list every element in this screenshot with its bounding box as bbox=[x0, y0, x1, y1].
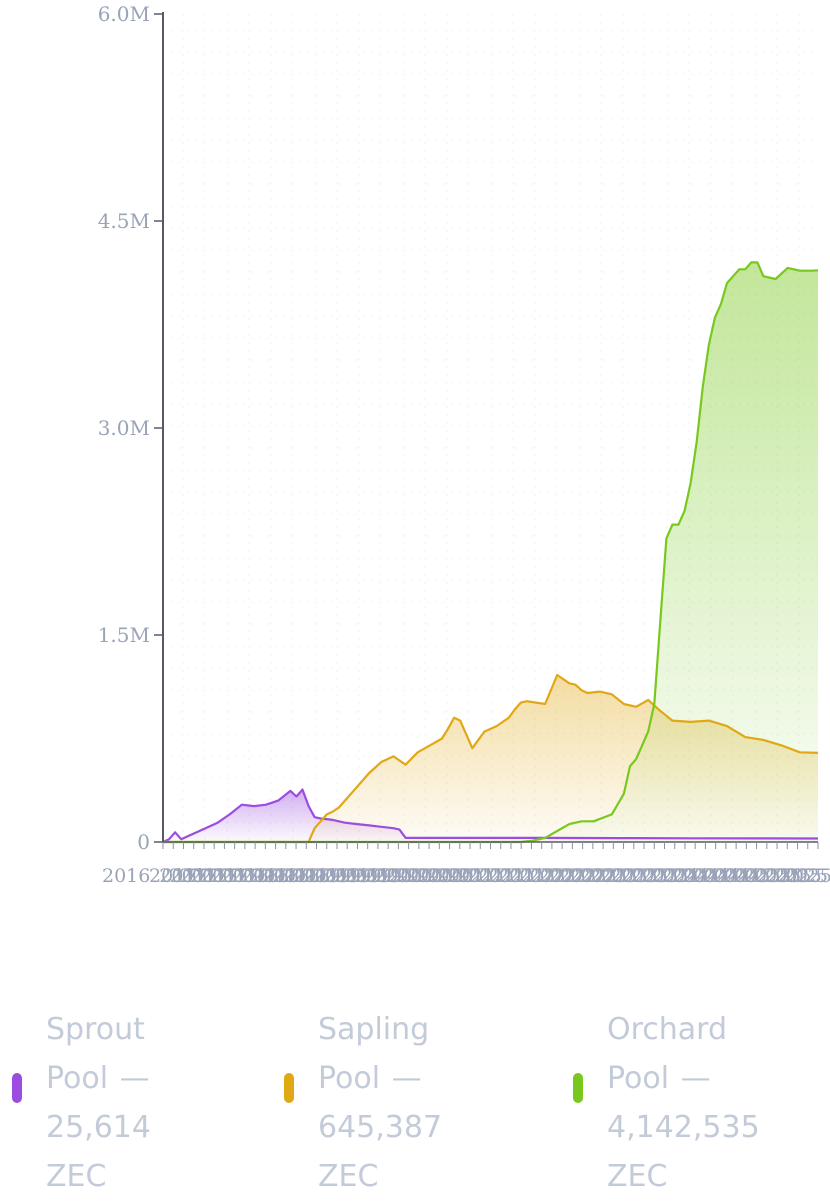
y-tick-label: 4.5M bbox=[98, 209, 150, 233]
x-tick-label: 2023 bbox=[630, 865, 678, 887]
y-tick-label: 0 bbox=[137, 830, 150, 854]
x-tick-label: 2018 bbox=[241, 865, 289, 887]
x-tick-label: 2020 bbox=[395, 865, 443, 887]
x-tick-label: 2017 bbox=[180, 865, 228, 887]
x-tick-label: 2018 bbox=[272, 865, 320, 887]
x-tick-label: 2025 bbox=[784, 865, 830, 887]
x-ticks: 2016201720172017201720172017201720182018… bbox=[102, 842, 830, 887]
x-tick-label: 2022 bbox=[569, 865, 617, 887]
x-tick-label: 2019 bbox=[292, 865, 340, 887]
x-tick-label: 2017 bbox=[200, 865, 248, 887]
legend-label-sprout: Sprout Pool — 25,614 ZEC bbox=[46, 1012, 151, 1194]
x-tick-label: 2021 bbox=[466, 865, 514, 887]
x-tick-label: 2020 bbox=[364, 865, 412, 887]
x-tick-label: 2023 bbox=[589, 865, 637, 887]
chart-svg: 01.5M3.0M4.5M6.0M 2016201720172017201720… bbox=[98, 2, 830, 887]
series-areas bbox=[163, 262, 818, 842]
x-tick-label: 2024 bbox=[702, 865, 750, 887]
x-tick-label: 2022 bbox=[517, 865, 565, 887]
x-tick-label: 2021 bbox=[477, 865, 525, 887]
x-tick-label: 2024 bbox=[712, 865, 760, 887]
x-tick-label: 2025 bbox=[743, 865, 791, 887]
x-tick-label: 2016 bbox=[102, 865, 150, 887]
x-tick-label: 2025 bbox=[763, 865, 811, 887]
x-tick-label: 2018 bbox=[282, 865, 330, 887]
x-tick-label: 2022 bbox=[538, 865, 586, 887]
x-tick-label: 2020 bbox=[415, 865, 463, 887]
x-tick-label: 2017 bbox=[170, 865, 218, 887]
x-tick-label: 2024 bbox=[651, 865, 699, 887]
x-tick-label: 2022 bbox=[558, 865, 606, 887]
x-tick-label: 2018 bbox=[221, 865, 269, 887]
x-tick-label: 2018 bbox=[262, 865, 310, 887]
x-tick-label: 2023 bbox=[620, 865, 668, 887]
x-tick-label: 2024 bbox=[691, 865, 739, 887]
x-tick-label: 2023 bbox=[640, 865, 688, 887]
legend: Sprout Pool — 25,614 ZEC Sapling Pool — … bbox=[0, 1005, 830, 1200]
x-tick-label: 2025 bbox=[780, 865, 828, 887]
x-tick-label: 2023 bbox=[579, 865, 627, 887]
x-tick-label: 2021 bbox=[456, 865, 504, 887]
y-tick-label: 3.0M bbox=[98, 416, 150, 440]
x-tick-label: 2017 bbox=[210, 865, 258, 887]
x-tick-label: 2023 bbox=[599, 865, 647, 887]
y-tick-label: 1.5M bbox=[98, 623, 150, 647]
x-tick-label: 2021 bbox=[487, 865, 535, 887]
series-lines bbox=[162, 261, 819, 844]
x-tick-label: 2017 bbox=[159, 865, 207, 887]
y-tick-label: 6.0M bbox=[98, 2, 150, 26]
area-orchard bbox=[163, 262, 818, 842]
x-tick-label: 2021 bbox=[436, 865, 484, 887]
x-tick-label: 2023 bbox=[610, 865, 658, 887]
legend-label-sapling: Sapling Pool — 645,387 ZEC bbox=[318, 1012, 443, 1194]
x-tick-label: 2021 bbox=[497, 865, 545, 887]
x-tick-label: 2020 bbox=[405, 865, 453, 887]
x-tick-label: 2025 bbox=[753, 865, 801, 887]
x-tick-label: 2024 bbox=[671, 865, 719, 887]
x-tick-label: 2018 bbox=[251, 865, 299, 887]
x-tick-label: 2020 bbox=[425, 865, 473, 887]
y-ticks: 0 1.5M 3.0M 4.5M 6.0M bbox=[98, 2, 163, 854]
x-tick-label: 2020 bbox=[374, 865, 422, 887]
line-sapling bbox=[163, 673, 819, 844]
legend-swatch-sapling bbox=[284, 1073, 294, 1103]
x-tick-label: 2025 bbox=[732, 865, 780, 887]
x-tick-label: 2019 bbox=[344, 865, 392, 887]
x-tick-label: 2019 bbox=[354, 865, 402, 887]
x-tick-label: 2022 bbox=[507, 865, 555, 887]
x-tick-label: 2019 bbox=[303, 865, 351, 887]
x-tick-label: 2019 bbox=[323, 865, 371, 887]
x-tick-label: 2018 bbox=[231, 865, 279, 887]
x-tick-label: 2024 bbox=[661, 865, 709, 887]
line-sprout bbox=[162, 788, 819, 843]
x-tick-label: 2022 bbox=[528, 865, 576, 887]
x-tick-label: 2024 bbox=[681, 865, 729, 887]
line-orchard bbox=[163, 261, 819, 844]
x-tick-label: 2022 bbox=[548, 865, 596, 887]
x-tick-label: 2017 bbox=[149, 865, 197, 887]
x-tick-label: 2025 bbox=[773, 865, 821, 887]
legend-label-orchard: Orchard Pool — 4,142,535 ZEC bbox=[607, 1012, 760, 1194]
x-tick-label: 2020 bbox=[384, 865, 432, 887]
x-tick-label: 2019 bbox=[313, 865, 361, 887]
pool-size-chart: 0 1.5M 3.0M 4.5M 6.0M 2016 2017 2017 2017 2017 20… bbox=[98, 2, 830, 887]
x-tick-label: 2017 bbox=[190, 865, 238, 887]
x-tick-label: 2019 bbox=[333, 865, 381, 887]
legend-swatch-orchard bbox=[573, 1073, 583, 1103]
x-tick-label: 2025 bbox=[722, 865, 770, 887]
legend-swatch-sprout bbox=[12, 1073, 22, 1103]
x-tick-label: 2021 bbox=[446, 865, 494, 887]
